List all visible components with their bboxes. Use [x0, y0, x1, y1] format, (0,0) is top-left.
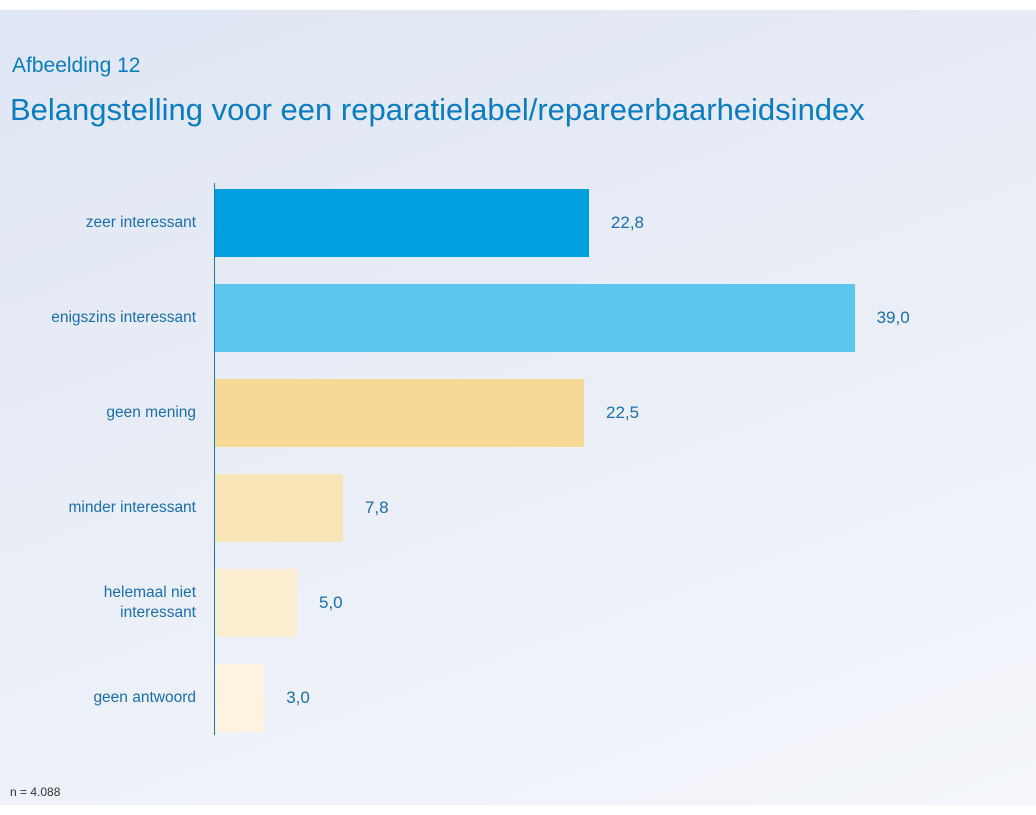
y-tick-label: minder interessant	[68, 499, 196, 516]
data-label: 3,0	[286, 688, 310, 707]
y-tick-label: geen mening	[106, 404, 196, 421]
bar	[215, 569, 297, 637]
y-tick-label: enigszins interessant	[51, 309, 196, 326]
chart: Afbeelding 12 Belangstelling voor een re…	[0, 10, 1036, 805]
footnote: n = 4.088	[10, 785, 61, 799]
bar	[215, 379, 584, 447]
data-label: 22,5	[606, 403, 640, 422]
data-label: 5,0	[319, 593, 343, 612]
axis-line	[214, 183, 215, 735]
chart-subtitle: Afbeelding 12	[12, 54, 141, 77]
data-label: 39,0	[876, 308, 910, 327]
bar	[215, 664, 265, 732]
chart-title: Belangstelling voor een reparatielabel/r…	[10, 92, 865, 127]
data-label: 22,8	[610, 213, 644, 232]
y-tick-label: helemaal niet interessant	[103, 584, 196, 621]
bar	[215, 189, 589, 257]
bar	[215, 284, 855, 352]
bar	[215, 474, 343, 542]
y-tick-label: zeer interessant	[85, 214, 196, 231]
data-label: 7,8	[364, 498, 389, 517]
y-tick-label: geen antwoord	[93, 689, 196, 706]
